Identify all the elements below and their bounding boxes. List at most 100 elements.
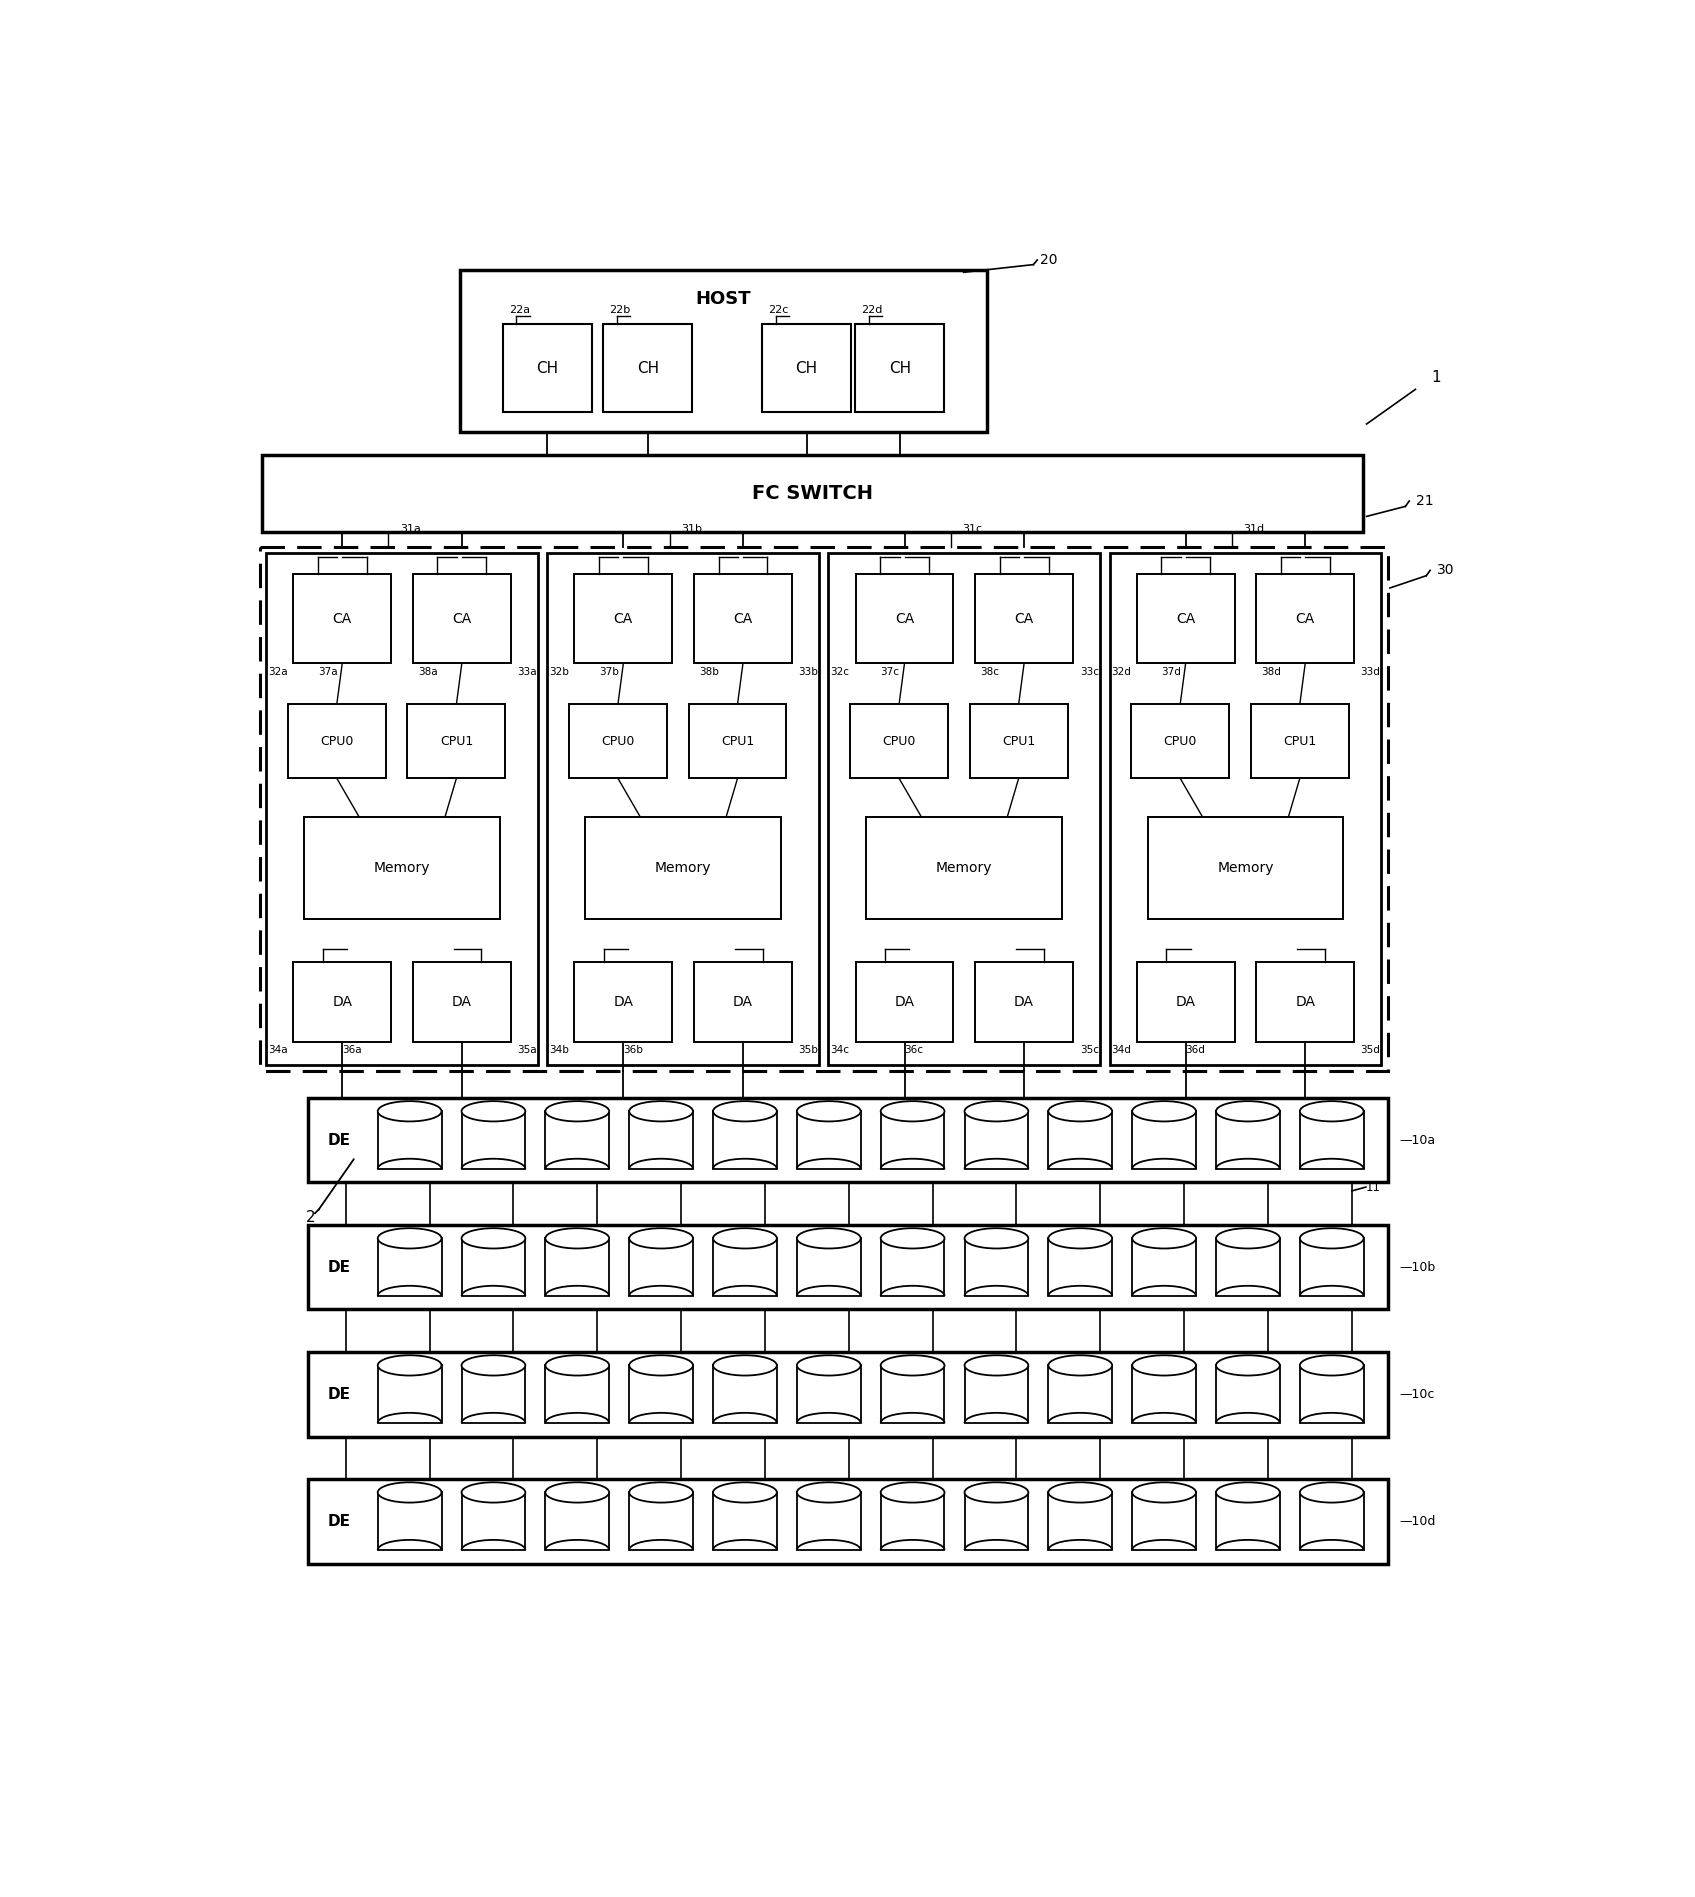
Text: 37d: 37d bbox=[1161, 668, 1181, 677]
Bar bbox=[547, 554, 819, 1064]
Text: CPU1: CPU1 bbox=[439, 734, 473, 747]
Bar bbox=[797, 1112, 861, 1169]
Ellipse shape bbox=[1049, 1100, 1112, 1121]
Text: DE: DE bbox=[327, 1260, 351, 1275]
Ellipse shape bbox=[461, 1227, 525, 1248]
Text: CA: CA bbox=[332, 611, 353, 626]
Text: CPU0: CPU0 bbox=[320, 734, 354, 747]
Bar bbox=[1300, 1366, 1364, 1423]
Text: 31c: 31c bbox=[963, 524, 983, 535]
Bar bbox=[293, 962, 392, 1041]
Bar bbox=[303, 818, 500, 918]
Text: —10a: —10a bbox=[1398, 1134, 1436, 1146]
Bar bbox=[714, 1366, 776, 1423]
Ellipse shape bbox=[546, 1354, 609, 1375]
Text: 36d: 36d bbox=[1185, 1045, 1205, 1055]
Text: 21: 21 bbox=[1415, 493, 1434, 508]
Bar bbox=[975, 962, 1073, 1041]
Text: 35c: 35c bbox=[1080, 1045, 1098, 1055]
Ellipse shape bbox=[1215, 1227, 1280, 1248]
Text: 33d: 33d bbox=[1359, 668, 1380, 677]
Bar bbox=[266, 554, 537, 1064]
Text: CA: CA bbox=[1015, 611, 1034, 626]
Text: —10b: —10b bbox=[1398, 1262, 1436, 1273]
Ellipse shape bbox=[629, 1482, 693, 1502]
Text: 33a: 33a bbox=[517, 668, 536, 677]
Bar bbox=[546, 1493, 609, 1550]
Bar bbox=[1300, 1239, 1364, 1296]
Bar bbox=[1132, 1112, 1197, 1169]
Ellipse shape bbox=[629, 1100, 693, 1121]
Bar bbox=[288, 704, 386, 778]
Bar bbox=[797, 1239, 861, 1296]
Ellipse shape bbox=[714, 1354, 776, 1375]
Bar bbox=[881, 1366, 944, 1423]
Bar bbox=[603, 324, 692, 412]
Text: DA: DA bbox=[614, 996, 634, 1009]
Bar bbox=[1256, 962, 1354, 1041]
Bar bbox=[629, 1366, 693, 1423]
Text: CA: CA bbox=[1295, 611, 1315, 626]
Ellipse shape bbox=[964, 1354, 1029, 1375]
Bar bbox=[881, 1112, 944, 1169]
Bar bbox=[407, 704, 505, 778]
Ellipse shape bbox=[1132, 1354, 1197, 1375]
Bar bbox=[378, 1366, 441, 1423]
Ellipse shape bbox=[797, 1354, 861, 1375]
Text: FC SWITCH: FC SWITCH bbox=[753, 484, 873, 503]
Bar bbox=[854, 324, 944, 412]
Bar bbox=[1256, 573, 1354, 664]
Bar bbox=[414, 962, 510, 1041]
Bar bbox=[461, 1112, 525, 1169]
Text: —10c: —10c bbox=[1398, 1389, 1434, 1400]
Bar bbox=[378, 1239, 441, 1296]
Text: 36a: 36a bbox=[342, 1045, 361, 1055]
Bar bbox=[1215, 1112, 1280, 1169]
Ellipse shape bbox=[461, 1100, 525, 1121]
Bar bbox=[378, 1112, 441, 1169]
Ellipse shape bbox=[546, 1100, 609, 1121]
Bar bbox=[546, 1112, 609, 1169]
Text: DA: DA bbox=[1176, 996, 1195, 1009]
Ellipse shape bbox=[797, 1100, 861, 1121]
Bar bbox=[688, 704, 786, 778]
Bar bbox=[1049, 1112, 1112, 1169]
Bar bbox=[308, 1098, 1388, 1182]
Text: 22b: 22b bbox=[610, 305, 631, 315]
Bar bbox=[714, 1493, 776, 1550]
Bar bbox=[964, 1112, 1029, 1169]
Bar bbox=[293, 573, 392, 664]
Ellipse shape bbox=[714, 1227, 776, 1248]
Text: Memory: Memory bbox=[936, 861, 993, 875]
Bar bbox=[964, 1493, 1029, 1550]
Bar bbox=[763, 324, 851, 412]
Ellipse shape bbox=[964, 1100, 1029, 1121]
Text: CPU0: CPU0 bbox=[883, 734, 915, 747]
Text: 37c: 37c bbox=[880, 668, 898, 677]
Bar bbox=[263, 455, 1363, 531]
Bar bbox=[459, 269, 986, 433]
Bar bbox=[970, 704, 1068, 778]
Bar bbox=[575, 573, 673, 664]
Ellipse shape bbox=[546, 1227, 609, 1248]
Text: 34b: 34b bbox=[549, 1045, 570, 1055]
Ellipse shape bbox=[378, 1482, 441, 1502]
Bar bbox=[461, 1366, 525, 1423]
Bar bbox=[1300, 1493, 1364, 1550]
Bar bbox=[714, 1112, 776, 1169]
Text: 35b: 35b bbox=[798, 1045, 817, 1055]
Bar bbox=[964, 1239, 1029, 1296]
Text: 36b: 36b bbox=[624, 1045, 642, 1055]
Text: 33c: 33c bbox=[1080, 668, 1098, 677]
Text: 22a: 22a bbox=[508, 305, 531, 315]
Bar bbox=[461, 1493, 525, 1550]
Text: CH: CH bbox=[536, 360, 558, 376]
Bar bbox=[1300, 1112, 1364, 1169]
Text: DA: DA bbox=[332, 996, 353, 1009]
Ellipse shape bbox=[714, 1100, 776, 1121]
Ellipse shape bbox=[1049, 1482, 1112, 1502]
Ellipse shape bbox=[1300, 1482, 1364, 1502]
Text: 22c: 22c bbox=[768, 305, 788, 315]
Text: CH: CH bbox=[888, 360, 910, 376]
Text: CH: CH bbox=[637, 360, 659, 376]
